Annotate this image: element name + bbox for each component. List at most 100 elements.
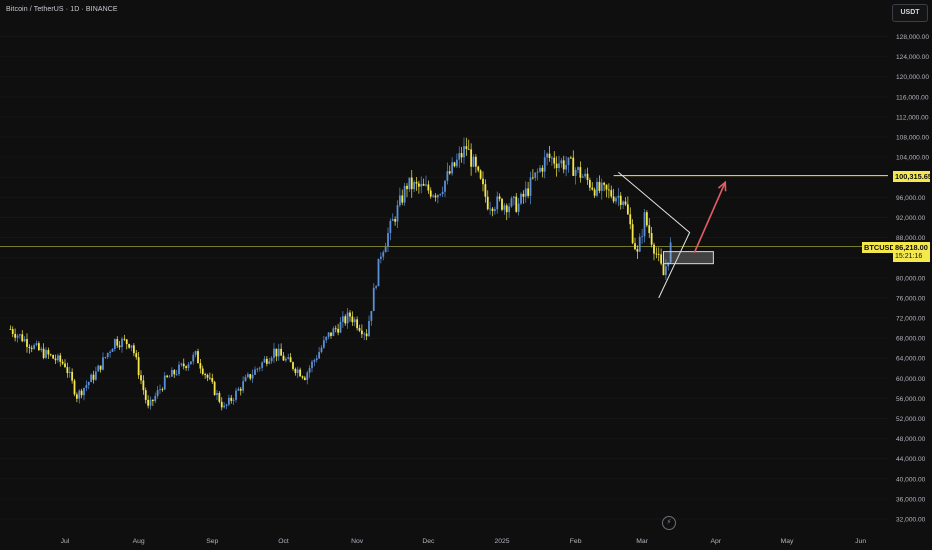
candle-body xyxy=(123,338,126,340)
candle-body xyxy=(64,363,66,368)
candle-body xyxy=(541,167,544,172)
candle-body xyxy=(458,153,461,160)
candle-body xyxy=(54,358,57,361)
candle-body xyxy=(629,214,632,225)
candle-body xyxy=(410,177,413,190)
candle-body xyxy=(225,404,228,406)
candle-body xyxy=(645,212,648,226)
candle-body xyxy=(664,266,667,276)
candle-body xyxy=(596,181,598,196)
y-tick-label: 36,000.00 xyxy=(896,496,926,503)
candle-body xyxy=(116,339,119,346)
candle-body xyxy=(553,157,556,164)
candle-body xyxy=(567,157,570,165)
candle-body xyxy=(451,162,454,174)
y-tick-label: 112,000.00 xyxy=(896,114,929,121)
candle-body xyxy=(529,177,532,196)
candle-body xyxy=(92,374,95,380)
support-box[interactable] xyxy=(663,251,714,265)
time-axis[interactable]: Jul Aug Sep Oct Nov Dec 2025 Feb Mar Apr May Jun xyxy=(61,538,867,545)
price-axis[interactable]: 128,000.00 124,000.00 120,000.00 116,000.00… xyxy=(888,0,932,550)
candle-body xyxy=(417,183,420,187)
candle-body xyxy=(617,195,620,198)
candle-body xyxy=(660,254,663,264)
candle-body xyxy=(337,328,340,333)
candle-body xyxy=(42,348,45,358)
candle-body xyxy=(341,316,344,322)
candle-body xyxy=(387,233,389,247)
candle-body xyxy=(650,233,653,245)
candle-body xyxy=(501,198,503,210)
candle-body xyxy=(33,345,36,349)
triangle-pattern[interactable] xyxy=(618,171,691,299)
candle-body xyxy=(254,369,256,375)
candle-body xyxy=(515,196,518,212)
candle-body xyxy=(382,252,385,257)
candle-body xyxy=(68,371,71,374)
candle-body xyxy=(377,258,380,287)
candle-body xyxy=(463,146,465,158)
candlestick-series xyxy=(9,137,672,411)
candle-body xyxy=(470,149,473,167)
candle-body xyxy=(655,253,658,255)
candle-body xyxy=(40,348,43,351)
candle-body xyxy=(265,358,268,364)
candle-body xyxy=(353,319,356,323)
candle-body xyxy=(403,185,406,203)
candle-body xyxy=(308,368,311,373)
candle-body xyxy=(539,167,541,172)
candle-body xyxy=(358,328,361,331)
candle-body xyxy=(216,393,218,396)
candle-body xyxy=(327,332,330,337)
candle-body xyxy=(189,361,192,365)
x-tick-label: Aug xyxy=(133,538,145,545)
candle-body xyxy=(275,348,278,357)
candle-body xyxy=(263,358,266,363)
candle-body xyxy=(391,219,394,221)
x-tick-label: Oct xyxy=(278,538,289,545)
candle-body xyxy=(375,286,378,288)
x-tick-label: Sep xyxy=(206,538,218,545)
candle-body xyxy=(71,371,74,381)
candle-body xyxy=(311,361,313,369)
candle-body xyxy=(151,399,154,402)
x-tick-label: Jul xyxy=(61,538,70,545)
candle-body xyxy=(206,374,209,378)
candle-body xyxy=(339,321,342,333)
candle-body xyxy=(436,195,439,198)
candle-body xyxy=(607,189,610,191)
candle-body xyxy=(223,405,226,408)
candle-body xyxy=(420,183,423,187)
candle-body xyxy=(503,205,506,210)
candle-body xyxy=(270,357,273,362)
candle-body xyxy=(142,380,145,391)
candle-body xyxy=(448,171,451,174)
candle-body xyxy=(389,220,392,234)
candle-body xyxy=(370,311,373,321)
chart-grid xyxy=(0,36,888,520)
candle-body xyxy=(144,390,147,400)
target-price-tag: 100,315.65 xyxy=(893,171,932,182)
y-tick-label: 56,000.00 xyxy=(896,396,926,403)
arrow-head xyxy=(717,180,727,192)
drawing-annotations[interactable] xyxy=(618,171,727,299)
candle-body xyxy=(199,363,202,369)
candle-body xyxy=(315,358,318,361)
candle-body xyxy=(78,390,81,399)
candle-body xyxy=(591,187,594,190)
candle-body xyxy=(320,347,323,353)
candle-body xyxy=(467,149,470,150)
currency-button[interactable]: USDT xyxy=(892,4,928,22)
projection-arrow[interactable] xyxy=(693,181,726,253)
lightning-icon[interactable]: ⚡ xyxy=(662,516,676,530)
candle-body xyxy=(218,393,221,402)
candle-body xyxy=(147,399,150,406)
candle-body xyxy=(422,183,425,186)
candle-body xyxy=(211,378,214,382)
candle-body xyxy=(429,190,432,197)
candle-body xyxy=(173,370,176,375)
candle-body xyxy=(455,159,458,167)
candle-body xyxy=(289,357,292,363)
candle-body xyxy=(220,401,223,408)
